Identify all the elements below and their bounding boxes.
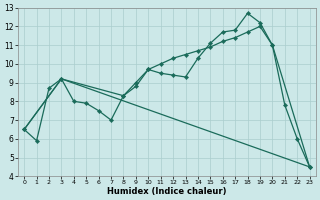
X-axis label: Humidex (Indice chaleur): Humidex (Indice chaleur) (107, 187, 227, 196)
